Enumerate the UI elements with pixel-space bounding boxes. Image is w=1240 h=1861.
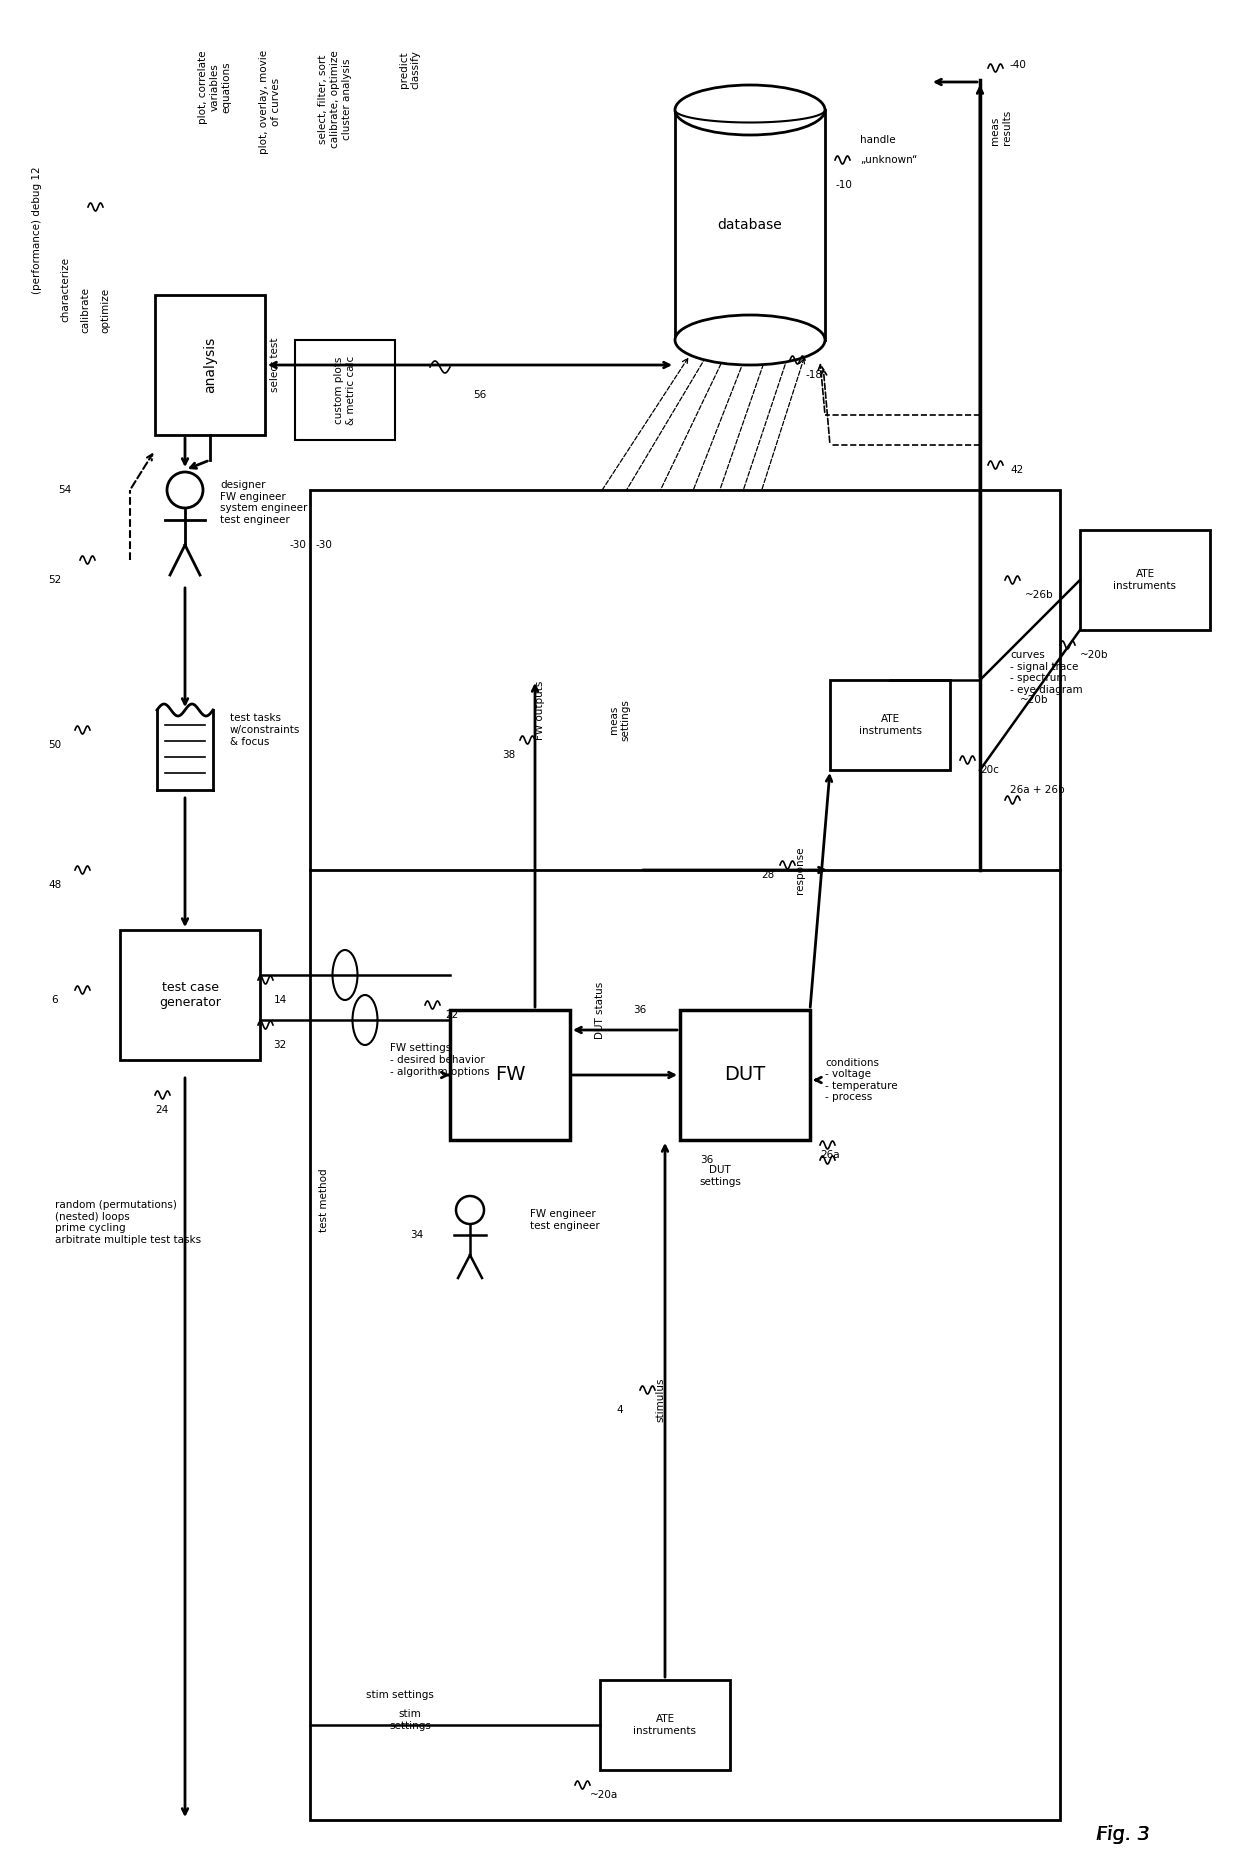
Text: 54: 54 bbox=[58, 486, 72, 495]
Text: -30: -30 bbox=[316, 540, 332, 551]
Text: predict
classify: predict classify bbox=[399, 50, 420, 89]
Text: 56: 56 bbox=[474, 391, 486, 400]
Text: meas
settings: meas settings bbox=[609, 700, 631, 741]
Text: ~26b: ~26b bbox=[1025, 590, 1054, 599]
Text: FW engineer
test engineer: FW engineer test engineer bbox=[529, 1210, 600, 1230]
Bar bbox=[830, 679, 950, 770]
Text: Fig. 3: Fig. 3 bbox=[1097, 1826, 1149, 1844]
Text: -10: -10 bbox=[835, 181, 852, 190]
Text: test method: test method bbox=[319, 1169, 329, 1232]
Bar bbox=[310, 489, 1060, 1820]
Text: test tasks
w/constraints
& focus: test tasks w/constraints & focus bbox=[229, 713, 300, 746]
Text: FW outputs: FW outputs bbox=[534, 681, 546, 739]
Text: database: database bbox=[718, 218, 782, 233]
Bar bbox=[680, 1011, 810, 1141]
Text: response: response bbox=[795, 847, 805, 893]
Bar bbox=[295, 341, 396, 439]
Text: stimulus: stimulus bbox=[655, 1377, 665, 1422]
Text: DUT: DUT bbox=[724, 1066, 765, 1085]
Text: stim
settings: stim settings bbox=[389, 1708, 432, 1731]
Text: ATE
instruments: ATE instruments bbox=[634, 1714, 697, 1736]
Text: meas
results: meas results bbox=[990, 110, 1012, 145]
Text: DUT status: DUT status bbox=[595, 981, 605, 1038]
Text: ~20b: ~20b bbox=[1080, 649, 1109, 661]
Text: stim settings: stim settings bbox=[366, 1690, 434, 1699]
Text: 34: 34 bbox=[410, 1230, 423, 1239]
Text: optimize: optimize bbox=[100, 287, 110, 333]
Ellipse shape bbox=[675, 86, 825, 136]
Text: 52: 52 bbox=[48, 575, 62, 584]
Text: plot, overlay, movie
of curves: plot, overlay, movie of curves bbox=[259, 50, 280, 154]
Text: (performance) debug 12: (performance) debug 12 bbox=[32, 166, 42, 294]
Text: 6: 6 bbox=[52, 996, 58, 1005]
Text: analysis: analysis bbox=[203, 337, 217, 393]
Text: FW: FW bbox=[495, 1066, 526, 1085]
Text: random (permutations)
(nested) loops
prime cycling
arbitrate multiple test tasks: random (permutations) (nested) loops pri… bbox=[55, 1200, 201, 1245]
Text: 26a: 26a bbox=[820, 1150, 839, 1159]
Text: 32: 32 bbox=[273, 1040, 286, 1050]
Text: Fig. 3: Fig. 3 bbox=[1096, 1826, 1149, 1844]
Text: -30: -30 bbox=[290, 540, 306, 551]
Text: plot, correlate
variables
equations: plot, correlate variables equations bbox=[198, 50, 232, 123]
Text: 50: 50 bbox=[48, 741, 62, 750]
Text: 22: 22 bbox=[445, 1011, 459, 1020]
Text: 28: 28 bbox=[761, 869, 775, 880]
Text: designer
FW engineer
system engineer
test engineer: designer FW engineer system engineer tes… bbox=[219, 480, 308, 525]
Text: „unknown“: „unknown“ bbox=[861, 154, 918, 166]
Text: 42: 42 bbox=[1011, 465, 1023, 475]
Text: FW settings
- desired behavior
- algorithm options: FW settings - desired behavior - algorit… bbox=[391, 1044, 490, 1078]
Text: -40: -40 bbox=[1011, 60, 1027, 71]
Text: characterize: characterize bbox=[60, 257, 69, 322]
Text: 4: 4 bbox=[616, 1405, 624, 1414]
Text: 20c: 20c bbox=[980, 765, 999, 774]
Bar bbox=[155, 296, 265, 435]
Text: curves
- signal trace
- spectrum
- eye diagram: curves - signal trace - spectrum - eye d… bbox=[1011, 649, 1083, 694]
Text: select, filter, sort
calibrate, optimize
cluster analysis: select, filter, sort calibrate, optimize… bbox=[319, 50, 352, 147]
Text: 36: 36 bbox=[701, 1156, 713, 1165]
Text: select test: select test bbox=[270, 337, 280, 393]
Text: -18: -18 bbox=[805, 370, 822, 380]
Text: 14: 14 bbox=[273, 996, 286, 1005]
Text: handle: handle bbox=[861, 136, 895, 145]
Text: 26a + 26b: 26a + 26b bbox=[1011, 785, 1065, 795]
Text: 36: 36 bbox=[634, 1005, 646, 1014]
Text: test case
generator: test case generator bbox=[159, 981, 221, 1009]
Text: 48: 48 bbox=[48, 880, 62, 890]
Text: ATE
instruments: ATE instruments bbox=[1114, 569, 1177, 590]
Text: 38: 38 bbox=[502, 750, 515, 759]
Text: 24: 24 bbox=[155, 1105, 169, 1115]
Text: calibrate: calibrate bbox=[81, 287, 91, 333]
Bar bbox=[600, 1680, 730, 1770]
Text: custom plots
& metric calc: custom plots & metric calc bbox=[335, 355, 356, 424]
Bar bbox=[1080, 530, 1210, 631]
Text: ~20a: ~20a bbox=[590, 1790, 619, 1800]
Text: conditions
- voltage
- temperature
- process: conditions - voltage - temperature - pro… bbox=[825, 1057, 898, 1102]
Bar bbox=[450, 1011, 570, 1141]
Text: ATE
instruments: ATE instruments bbox=[858, 715, 921, 735]
Bar bbox=[120, 930, 260, 1061]
Text: DUT
settings: DUT settings bbox=[699, 1165, 742, 1187]
Ellipse shape bbox=[675, 315, 825, 365]
Text: ~20b: ~20b bbox=[1021, 694, 1049, 705]
